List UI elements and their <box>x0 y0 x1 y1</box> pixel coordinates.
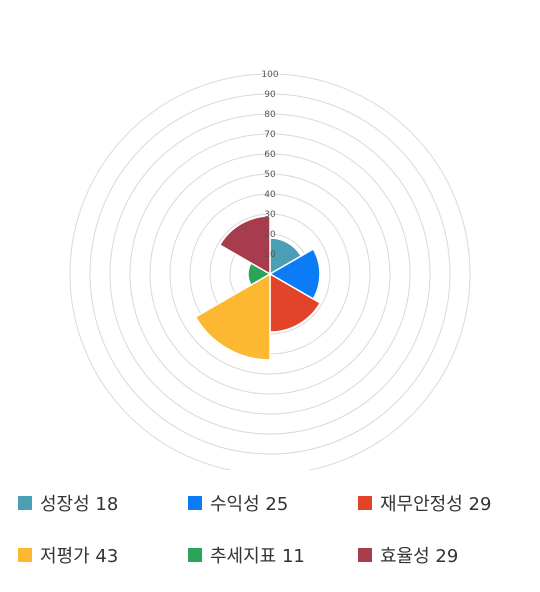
legend-swatch <box>188 548 202 562</box>
legend-swatch <box>18 548 32 562</box>
grid-ring <box>129 133 411 415</box>
legend-label: 추세지표 11 <box>210 546 305 567</box>
grid-ring <box>109 113 431 435</box>
legend-item-profitability[interactable]: 수익성 25 <box>188 488 358 518</box>
legend-swatch <box>188 496 202 510</box>
legend-item-financial-stability[interactable]: 재무안정성 29 <box>358 488 528 518</box>
tick-label: 70 <box>264 130 276 140</box>
legend-swatch <box>358 496 372 510</box>
tick-label: 100 <box>261 70 278 80</box>
sector-2[interactable] <box>269 272 322 333</box>
legend-item-growth[interactable]: 성장성 18 <box>18 488 188 518</box>
legend-label: 수익성 25 <box>210 494 289 515</box>
legend: 성장성 18 수익성 25 재무안정성 29 저평가 43 추세지표 11 효율… <box>18 488 528 592</box>
legend-item-efficiency[interactable]: 효율성 29 <box>358 540 528 570</box>
grid-ring <box>149 153 391 395</box>
legend-label: 재무안정성 29 <box>380 494 492 515</box>
data-sectors <box>194 215 322 361</box>
tick-label: 50 <box>264 170 276 180</box>
sector-5[interactable] <box>218 215 271 276</box>
grid-ring <box>69 73 471 470</box>
legend-item-undervaluation[interactable]: 저평가 43 <box>18 540 188 570</box>
radial-tick-labels: 10 20 30 40 50 60 70 80 90 100 <box>261 70 278 260</box>
tick-label: 60 <box>264 150 276 160</box>
sector-1[interactable] <box>268 247 321 301</box>
legend-label: 효율성 29 <box>380 546 459 567</box>
grid-ring <box>89 93 451 455</box>
polar-area-chart: 10 20 30 40 50 60 70 80 90 100 <box>69 70 471 470</box>
legend-label: 성장성 18 <box>40 494 119 515</box>
tick-label: 90 <box>264 90 276 100</box>
legend-label: 저평가 43 <box>40 546 119 567</box>
legend-row: 성장성 18 수익성 25 재무안정성 29 <box>18 488 528 518</box>
grid-ring <box>169 173 371 375</box>
tick-label: 10 <box>264 250 276 260</box>
tick-label: 20 <box>264 230 276 240</box>
tick-label: 30 <box>264 210 276 220</box>
legend-row: 저평가 43 추세지표 11 효율성 29 <box>18 540 528 570</box>
sector-3[interactable] <box>194 272 271 361</box>
tick-label: 80 <box>264 110 276 120</box>
legend-swatch <box>18 496 32 510</box>
tick-label: 40 <box>264 190 276 200</box>
legend-swatch <box>358 548 372 562</box>
legend-item-trend-indicator[interactable]: 추세지표 11 <box>188 540 358 570</box>
